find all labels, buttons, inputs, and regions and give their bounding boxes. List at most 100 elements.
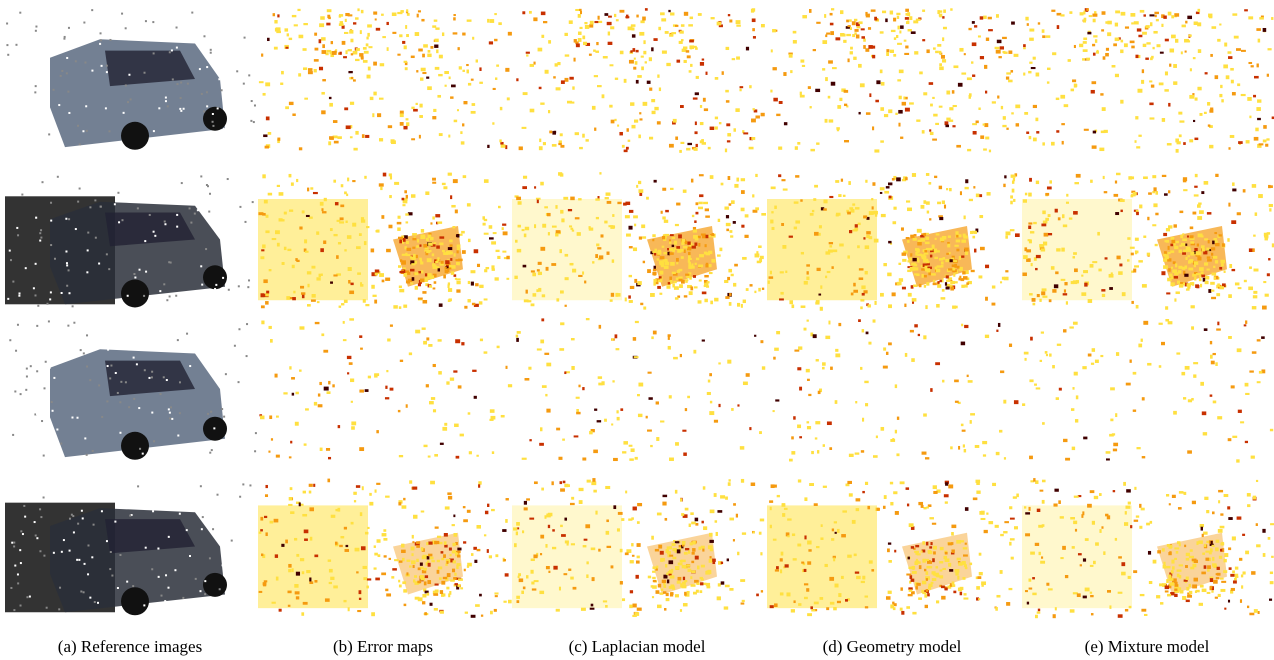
error-speckle <box>349 318 354 320</box>
error-speckle <box>908 557 910 560</box>
error-speckle <box>294 24 298 26</box>
error-speckle <box>555 205 557 209</box>
error-speckle <box>364 241 367 245</box>
error-speckle <box>940 280 942 283</box>
error-speckle <box>403 589 407 592</box>
error-speckle <box>872 126 874 130</box>
noise <box>143 604 145 606</box>
error-speckle <box>942 16 944 19</box>
error-speckle <box>546 566 550 569</box>
noise <box>75 60 77 62</box>
error-speckle <box>680 354 682 357</box>
error-speckle <box>402 581 406 584</box>
error-speckle <box>912 571 917 574</box>
error-speckle <box>519 578 523 582</box>
error-speckle <box>992 101 996 103</box>
error-speckle <box>1142 284 1147 288</box>
error-speckle <box>259 81 264 83</box>
error-speckle <box>1143 236 1146 238</box>
error-speckle <box>1249 613 1254 616</box>
error-speckle <box>861 36 865 39</box>
error-speckle <box>1167 143 1172 145</box>
error-speckle <box>364 176 366 179</box>
error-speckle <box>610 225 614 229</box>
error-speckle <box>1033 57 1036 60</box>
error-speckle <box>1093 53 1096 56</box>
error-speckle <box>706 72 708 75</box>
noise <box>60 443 62 445</box>
error-speckle <box>491 509 495 511</box>
error-speckle <box>892 292 896 296</box>
error-speckle <box>479 82 483 84</box>
noise <box>211 449 213 451</box>
noise <box>40 383 42 385</box>
error-speckle <box>841 576 844 579</box>
noise <box>202 516 204 518</box>
error-speckle <box>855 224 858 227</box>
noise <box>157 548 159 550</box>
error-speckle <box>919 565 922 569</box>
error-speckle <box>592 106 596 110</box>
error-speckle <box>265 293 269 297</box>
error-speckle <box>426 542 428 545</box>
error-speckle <box>1023 47 1026 49</box>
error-speckle <box>266 291 269 294</box>
wheel <box>121 280 149 308</box>
noise <box>176 83 178 85</box>
error-speckle <box>733 283 736 287</box>
error-speckle <box>945 552 948 555</box>
error-speckle <box>472 370 476 372</box>
error-speckle <box>626 147 629 150</box>
error-speckle <box>649 57 652 61</box>
error-speckle <box>850 47 853 50</box>
error-speckle <box>422 327 426 329</box>
error-speckle <box>741 190 745 194</box>
noise <box>233 613 235 615</box>
error-speckle <box>455 278 457 280</box>
error-speckle <box>522 530 524 533</box>
error-speckle <box>809 483 814 486</box>
error-speckle <box>858 223 861 225</box>
error-speckle <box>570 503 575 505</box>
error-speckle <box>274 20 277 23</box>
error-speckle <box>669 248 673 251</box>
error-speckle <box>637 394 640 396</box>
error-speckle <box>1166 292 1170 294</box>
error-speckle <box>286 296 290 300</box>
error-speckle <box>1175 241 1178 243</box>
noise <box>89 597 91 599</box>
error-speckle <box>467 203 471 206</box>
error-speckle <box>431 397 435 400</box>
error-speckle <box>856 35 860 39</box>
noise <box>246 355 248 357</box>
noise <box>86 334 88 336</box>
error-speckle <box>849 454 854 457</box>
error-speckle <box>1115 413 1117 417</box>
error-speckle <box>1090 592 1092 594</box>
error-speckle <box>595 51 599 53</box>
error-speckle <box>490 611 493 615</box>
error-speckle <box>591 604 594 607</box>
error-speckle <box>262 213 266 216</box>
error-speckle <box>843 195 846 197</box>
error-speckle <box>948 235 951 237</box>
error-speckle <box>1010 195 1013 198</box>
error-speckle <box>517 331 521 334</box>
error-speckle <box>1121 40 1124 43</box>
error-speckle <box>741 178 745 181</box>
error-speckle <box>949 569 953 572</box>
error-speckle <box>1234 578 1237 580</box>
error-speckle <box>1134 520 1138 522</box>
error-speckle <box>1192 584 1197 588</box>
error-speckle <box>1197 87 1201 91</box>
error-speckle <box>673 119 677 123</box>
error-speckle <box>1083 38 1087 41</box>
noise <box>210 52 212 54</box>
error-speckle <box>676 262 678 264</box>
noise <box>65 250 67 252</box>
noise <box>7 298 9 300</box>
error-speckle <box>417 14 419 18</box>
error-speckle <box>325 598 330 601</box>
error-map <box>770 8 1020 152</box>
error-speckle <box>1175 263 1177 267</box>
